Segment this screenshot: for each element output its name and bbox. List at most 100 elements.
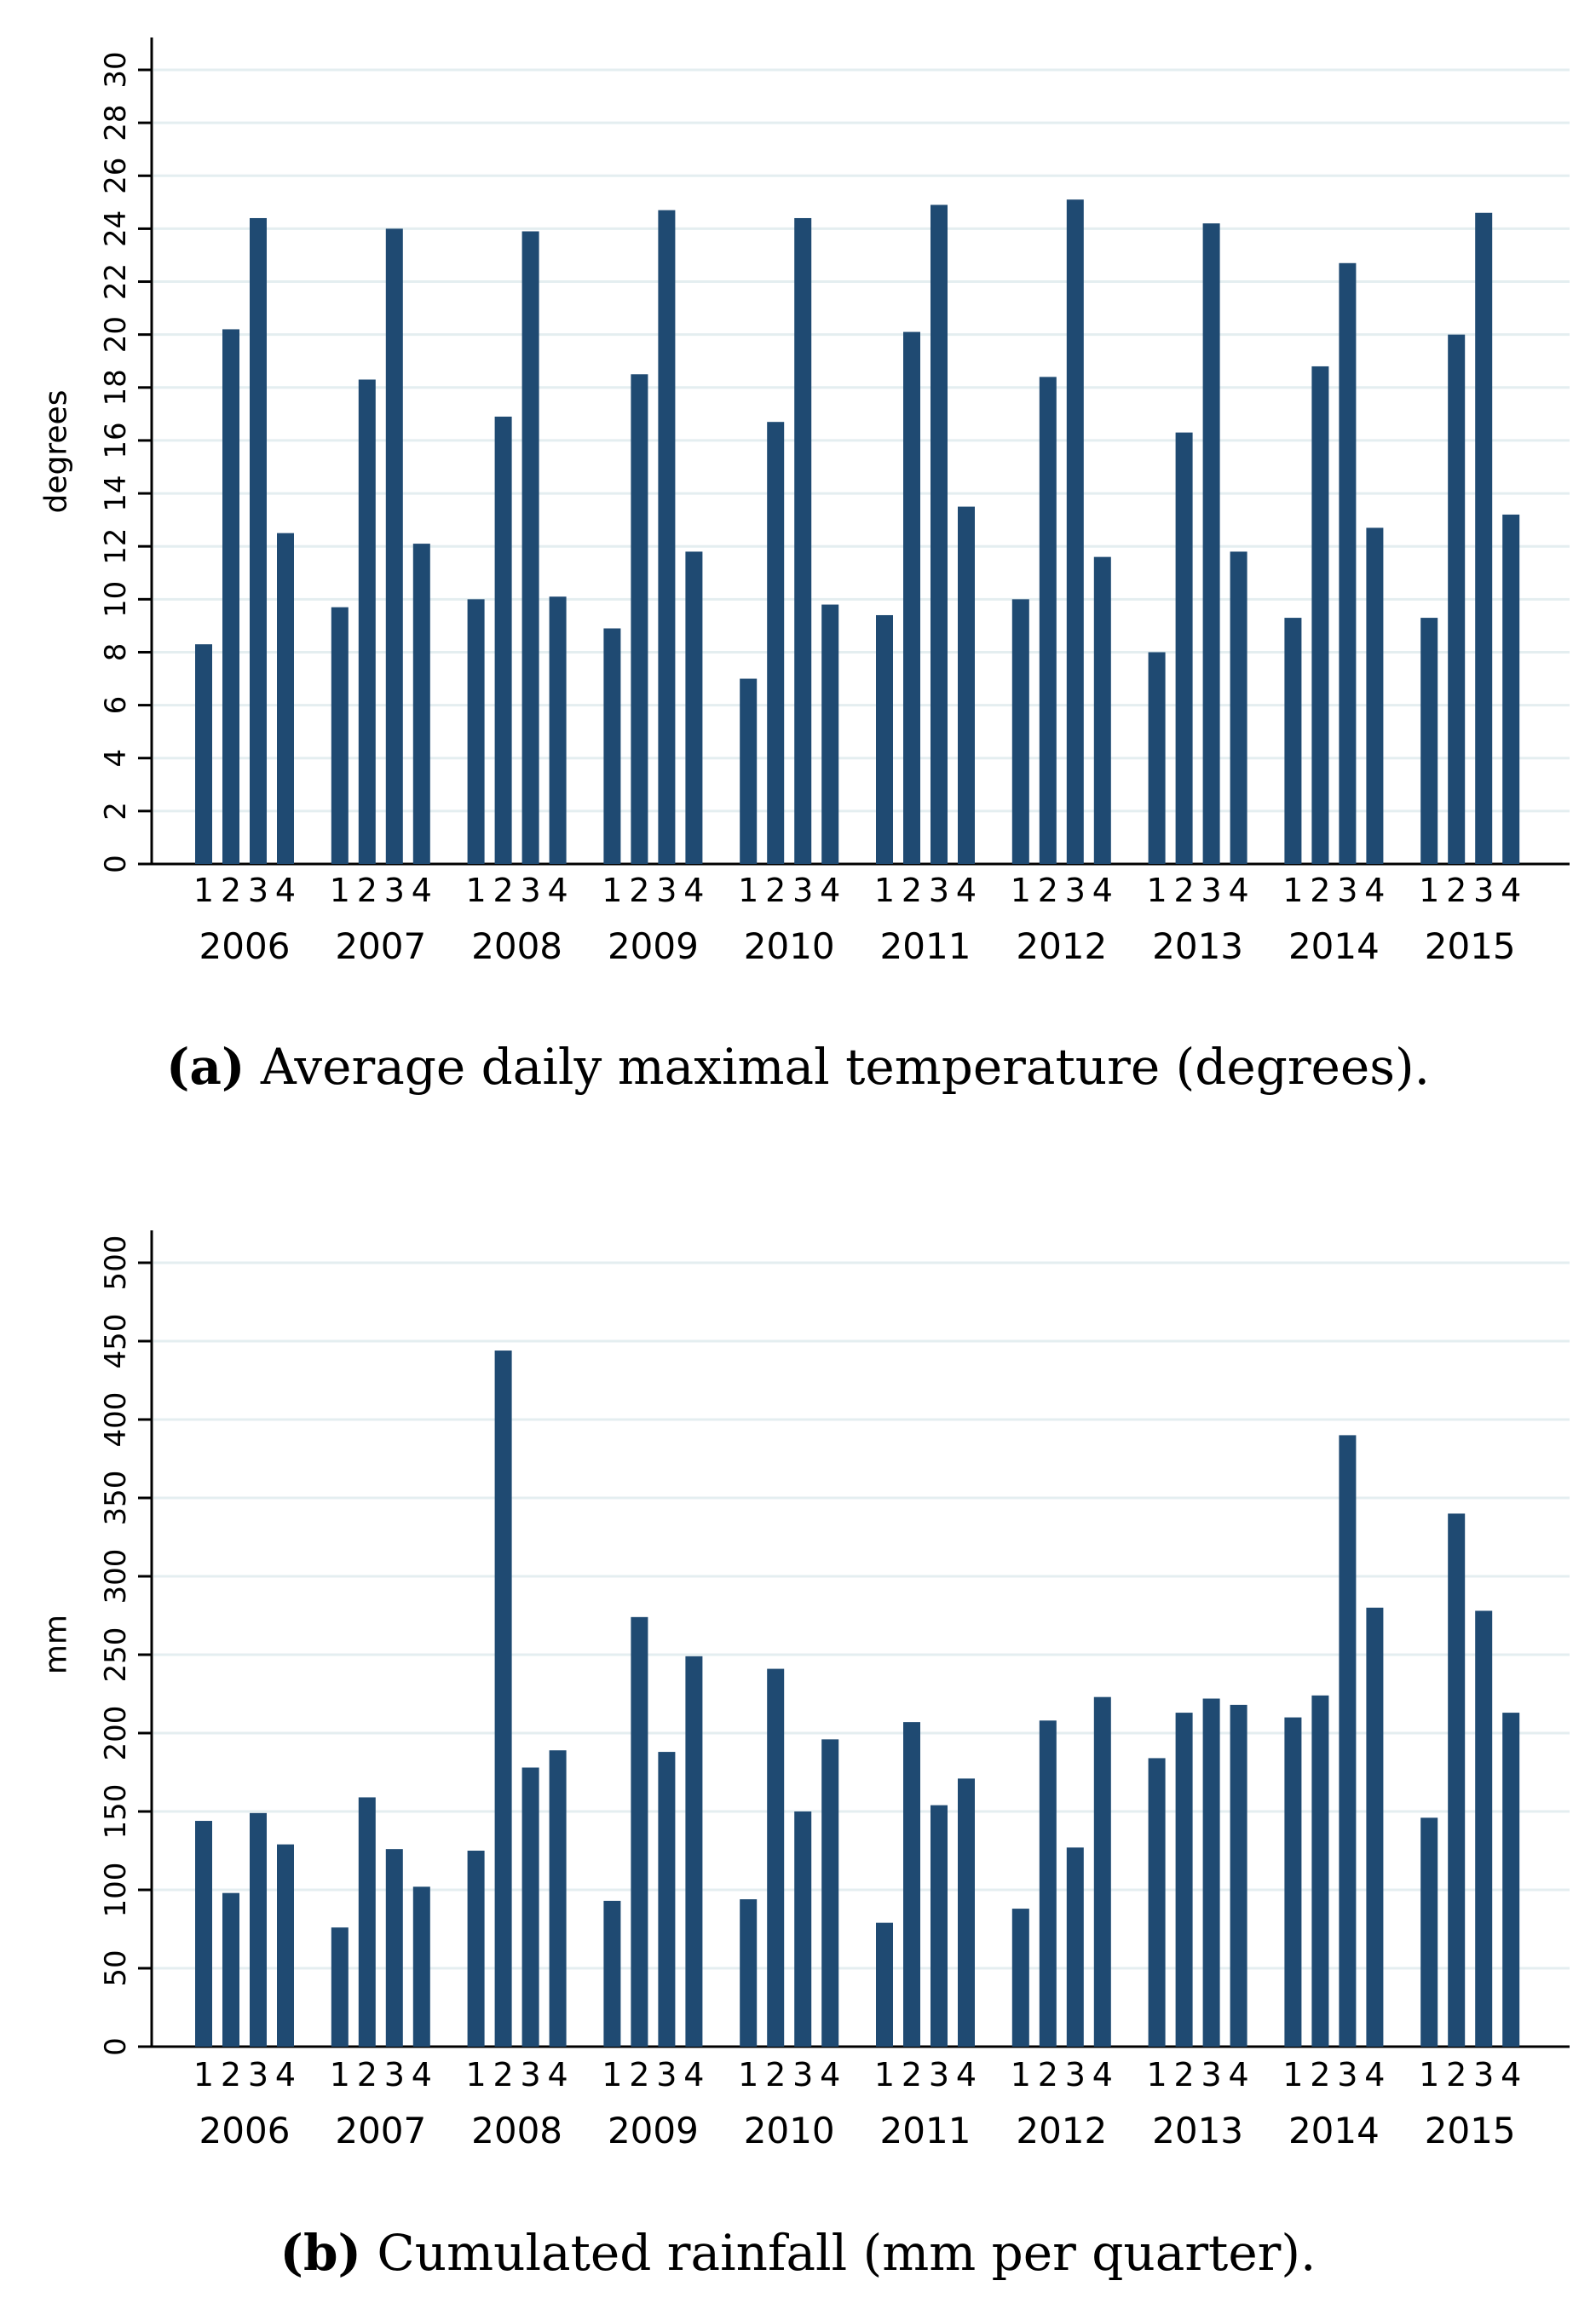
quarter-label: 1 (1419, 872, 1439, 909)
bar (794, 1811, 812, 2047)
quarter-label: 2 (221, 2056, 241, 2094)
quarter-label: 1 (602, 2056, 622, 2094)
quarter-label: 2 (357, 2056, 377, 2094)
bar (1311, 1695, 1329, 2047)
quarter-label: 3 (656, 2056, 677, 2094)
bar (1502, 514, 1520, 864)
year-label: 2008 (471, 2110, 562, 2151)
bar (222, 1892, 239, 2047)
quarter-label: 3 (656, 872, 677, 909)
quarter-label: 4 (412, 872, 432, 909)
quarter-label: 3 (1201, 2056, 1222, 2094)
bar (931, 204, 948, 864)
bar (277, 1844, 294, 2047)
quarter-label: 1 (874, 2056, 895, 2094)
year-label: 2011 (880, 925, 971, 967)
y-axis-label: mm (39, 1615, 74, 1674)
bar (685, 1656, 703, 2047)
quarter-label: 1 (1147, 2056, 1167, 2094)
bar (1039, 377, 1057, 865)
bar (521, 231, 539, 864)
bar (631, 1616, 648, 2047)
temperature-chart-panel: 0 2 4 6 8 10 12 14 16 18 20 22 24 26 28 30 degrees 1 2 3 4 20… (0, 0, 1596, 1010)
bar (685, 551, 703, 864)
y-tick-label: 24 (99, 210, 133, 247)
quarter-label: 1 (602, 872, 622, 909)
quarter-label: 2 (902, 2056, 922, 2094)
bar (521, 1767, 539, 2047)
quarter-label: 3 (384, 2056, 405, 2094)
y-tick-label: 150 (99, 1784, 133, 1840)
bar (1420, 618, 1438, 864)
quarter-label: 4 (1229, 2056, 1249, 2094)
y-tick-label: 22 (99, 263, 133, 300)
quarter-label: 2 (1446, 872, 1466, 909)
y-tick-label: 500 (99, 1235, 133, 1291)
quarter-label: 4 (1092, 2056, 1113, 2094)
quarter-label: 4 (1229, 872, 1249, 909)
bar (1420, 1817, 1438, 2047)
quarter-label: 3 (1473, 872, 1494, 909)
quarter-label: 4 (683, 2056, 704, 2094)
quarter-label: 4 (275, 872, 296, 909)
quarter-label: 3 (521, 2056, 541, 2094)
bar (1339, 262, 1357, 865)
bar (549, 1750, 567, 2047)
bar (1066, 1847, 1084, 2047)
quarter-label: 4 (820, 872, 840, 909)
bar (331, 607, 349, 864)
year-label: 2012 (1016, 925, 1107, 967)
quarter-label: 4 (956, 2056, 977, 2094)
quarter-label: 2 (1310, 2056, 1330, 2094)
quarter-label: 1 (193, 872, 214, 909)
quarter-label: 2 (1310, 872, 1330, 909)
quarter-label: 1 (466, 872, 487, 909)
bar (1066, 199, 1084, 864)
y-tick-label: 12 (99, 528, 133, 565)
quarter-label: 1 (1011, 872, 1031, 909)
year-label: 2012 (1016, 2110, 1107, 2151)
year-label: 2007 (335, 2110, 426, 2151)
quarter-label: 2 (902, 872, 922, 909)
bar (250, 1812, 267, 2047)
year-label: 2010 (744, 925, 835, 967)
quarter-label: 3 (521, 872, 541, 909)
quarter-label: 3 (929, 872, 949, 909)
quarter-label: 2 (493, 2056, 514, 2094)
year-label: 2008 (471, 925, 562, 967)
bar (1230, 1704, 1247, 2047)
bar (358, 379, 376, 865)
bar (1448, 1513, 1466, 2047)
quarter-label: 2 (1038, 872, 1058, 909)
y-tick-label: 0 (99, 855, 133, 873)
bar (467, 599, 485, 864)
bar (740, 1899, 758, 2047)
bar (958, 1778, 975, 2047)
bar (876, 1922, 893, 2047)
bar (1366, 527, 1384, 864)
year-label: 2007 (335, 925, 426, 967)
bar (767, 422, 785, 865)
quarter-label: 4 (1092, 872, 1113, 909)
quarter-label: 4 (1364, 872, 1385, 909)
bar (1311, 366, 1329, 864)
y-tick-label: 450 (99, 1314, 133, 1369)
y-tick-label: 50 (99, 1950, 133, 1986)
bar (958, 506, 975, 864)
bar (222, 329, 239, 864)
year-label: 2011 (880, 2110, 971, 2151)
quarter-label: 2 (1446, 2056, 1466, 2094)
y-tick-label: 28 (99, 105, 133, 141)
y-tick-label: 350 (99, 1471, 133, 1526)
quarter-label: 2 (629, 2056, 649, 2094)
quarter-label: 4 (1501, 2056, 1521, 2094)
quarter-label: 3 (792, 872, 813, 909)
bar (1093, 556, 1111, 864)
quarter-label: 4 (1364, 2056, 1385, 2094)
quarter-label: 1 (1282, 2056, 1303, 2094)
quarter-label: 4 (1501, 872, 1521, 909)
y-tick-label: 30 (99, 51, 133, 88)
quarter-label: 1 (193, 2056, 214, 2094)
